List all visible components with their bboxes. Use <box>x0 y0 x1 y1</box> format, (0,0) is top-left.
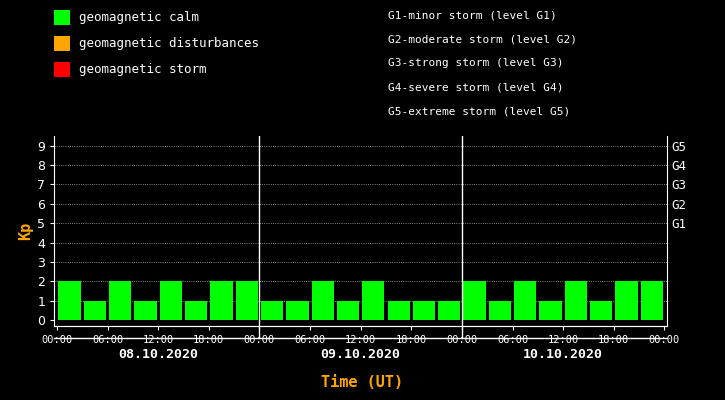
Bar <box>489 301 511 320</box>
Y-axis label: Kp: Kp <box>18 222 33 240</box>
Bar <box>134 301 157 320</box>
Bar <box>590 301 613 320</box>
Bar <box>59 282 80 320</box>
Bar <box>641 282 663 320</box>
Bar <box>84 301 106 320</box>
Text: Time (UT): Time (UT) <box>321 375 404 390</box>
Bar <box>210 282 233 320</box>
Bar <box>236 282 258 320</box>
Bar <box>362 282 384 320</box>
Bar <box>438 301 460 320</box>
Bar <box>463 282 486 320</box>
Text: geomagnetic storm: geomagnetic storm <box>79 63 207 76</box>
Text: G3-strong storm (level G3): G3-strong storm (level G3) <box>388 58 563 68</box>
Text: 08.10.2020: 08.10.2020 <box>118 348 198 360</box>
Bar <box>286 301 309 320</box>
Text: G2-moderate storm (level G2): G2-moderate storm (level G2) <box>388 34 577 44</box>
Bar <box>312 282 334 320</box>
Bar <box>160 282 182 320</box>
Bar <box>388 301 410 320</box>
Bar <box>565 282 587 320</box>
Bar <box>185 301 207 320</box>
Bar <box>337 301 359 320</box>
Text: G1-minor storm (level G1): G1-minor storm (level G1) <box>388 10 557 20</box>
Text: geomagnetic disturbances: geomagnetic disturbances <box>79 37 259 50</box>
Text: G5-extreme storm (level G5): G5-extreme storm (level G5) <box>388 106 570 116</box>
Text: geomagnetic calm: geomagnetic calm <box>79 11 199 24</box>
Bar <box>616 282 637 320</box>
Text: 09.10.2020: 09.10.2020 <box>320 348 401 360</box>
Bar <box>539 301 562 320</box>
Bar <box>413 301 435 320</box>
Bar <box>109 282 131 320</box>
Text: 10.10.2020: 10.10.2020 <box>523 348 603 360</box>
Bar <box>261 301 283 320</box>
Text: G4-severe storm (level G4): G4-severe storm (level G4) <box>388 82 563 92</box>
Bar <box>514 282 536 320</box>
